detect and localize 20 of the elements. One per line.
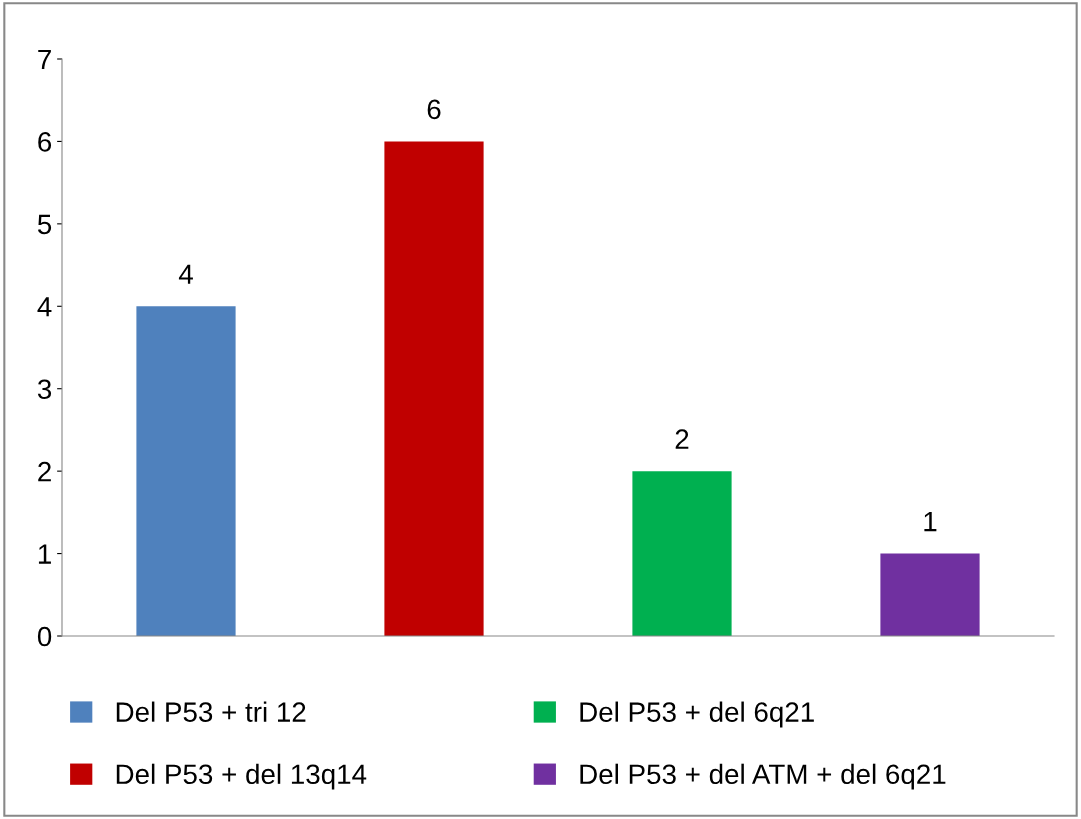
data-label: 2: [675, 429, 689, 449]
y-tick-label: 7: [38, 49, 51, 70]
bar: [136, 306, 236, 636]
legend-label: Del P53 + del 13q14: [116, 763, 367, 790]
y-tick-label: 5: [37, 214, 52, 235]
legend-label: Del P53 + del 6q21: [580, 701, 814, 728]
y-tick-label: 3: [37, 379, 52, 400]
bar: [384, 141, 484, 636]
legend-label: Del P53 + tri 12: [116, 701, 306, 722]
y-tick-label: 1: [38, 544, 51, 564]
data-label: 4: [178, 264, 193, 284]
data-label: 1: [924, 512, 937, 532]
y-tick-label: 6: [38, 132, 52, 152]
y-tick-label: 2: [38, 461, 51, 482]
bar: [880, 553, 980, 636]
y-tick-label: 4: [37, 297, 52, 317]
bar: [632, 471, 732, 636]
y-tick-label: 0: [37, 626, 52, 647]
data-label: 6: [427, 99, 441, 120]
legend-label: Del P53 + del ATM + del 6q21: [580, 763, 946, 790]
